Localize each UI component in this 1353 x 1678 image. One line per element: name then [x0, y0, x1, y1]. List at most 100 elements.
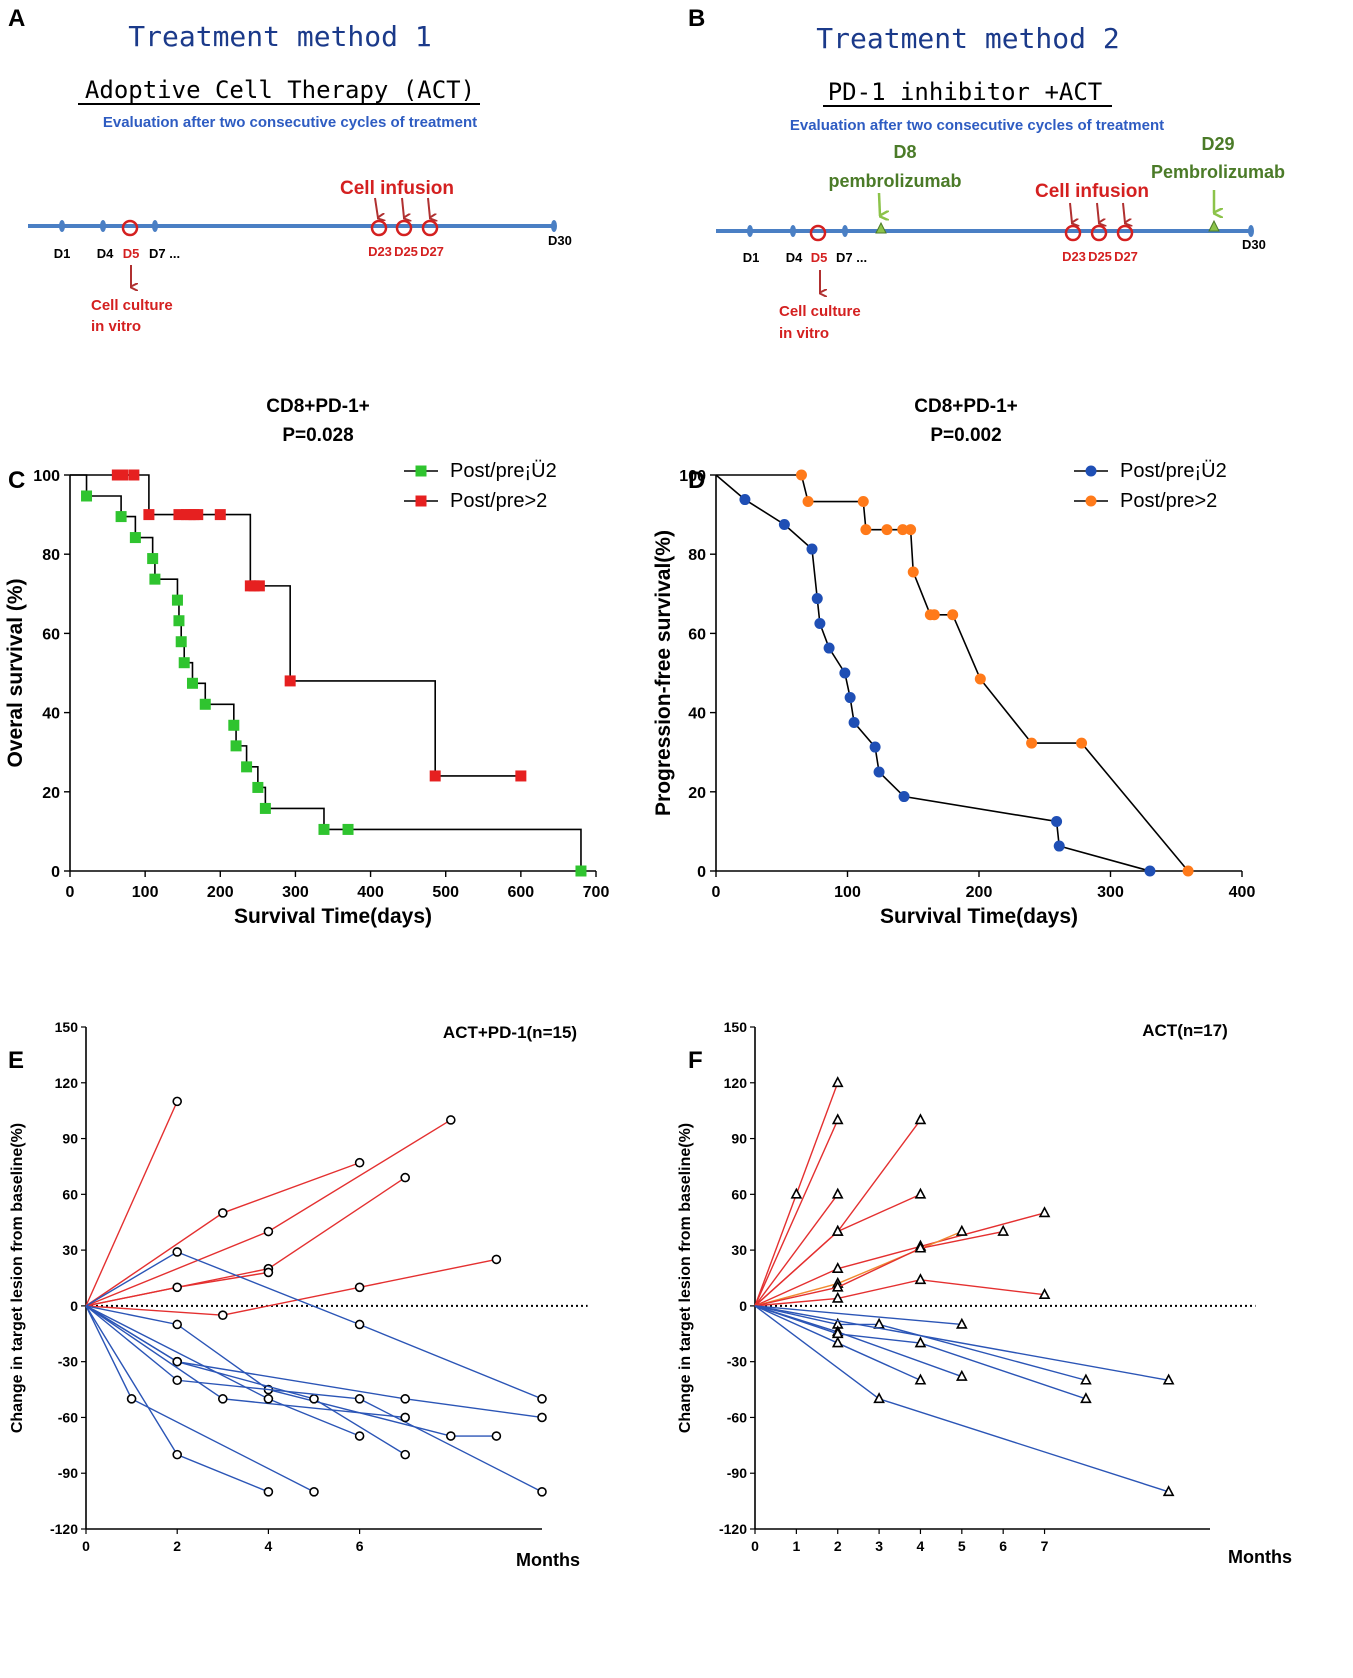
- data-point-marker: [1076, 737, 1088, 749]
- data-point-marker: [186, 677, 198, 689]
- x-tick-label: 5: [958, 1538, 966, 1554]
- patient-trajectory-line: [754, 1305, 962, 1326]
- panel-b-tick-d1: [747, 225, 753, 237]
- data-point-marker: [974, 673, 986, 685]
- patient-measurement-marker: [537, 1412, 547, 1423]
- y-tick-label: 80: [688, 547, 706, 564]
- data-point-marker: [947, 609, 959, 621]
- panel-b-marker-d29: [1208, 219, 1220, 232]
- legend-marker: [415, 465, 427, 477]
- panel-a-marker-d5: [121, 219, 139, 237]
- panel-b-tick-d7: [842, 225, 848, 237]
- data-point-marker: [806, 543, 818, 555]
- data-point-marker: [907, 566, 919, 578]
- patient-trajectory-line: [85, 1258, 497, 1316]
- patient-measurement-marker: [831, 1261, 844, 1274]
- x-tick-label: 100: [834, 884, 861, 901]
- patient-measurement-marker: [445, 1431, 456, 1441]
- patient-trajectory-line: [754, 1305, 1087, 1400]
- y-tick-label: 0: [51, 864, 60, 881]
- patient-measurement-marker: [831, 1336, 844, 1348]
- panel-d-km-chart: D 0 100 200 300 400 0 20 40 60 80 100 CD8+PD-1+ P=0.…: [652, 396, 1255, 928]
- data-point-marker: [795, 469, 807, 481]
- x-axis-label: Survival Time(days): [234, 905, 432, 928]
- patient-measurement-marker: [263, 1487, 274, 1497]
- legend-label: Post/pre¡Ü2: [1120, 460, 1227, 482]
- panel-b-infusion-arrow-1: [1069, 202, 1072, 223]
- patient-measurement-marker: [831, 1280, 844, 1292]
- x-tick-label: 4: [265, 1538, 273, 1554]
- panel-a-label-d5: D5: [123, 246, 140, 261]
- legend-label: Post/pre¡Ü2: [450, 460, 557, 482]
- y-axis-label: Change in target lesion from baseline(%): [9, 1123, 26, 1433]
- patient-trajectory-line: [85, 1305, 497, 1437]
- x-axis-label: Months: [1228, 1547, 1292, 1567]
- y-tick-label: 60: [688, 626, 706, 643]
- panel-b-tick-d4: [790, 225, 796, 237]
- patient-measurement-marker: [831, 1187, 844, 1199]
- x-tick-label: 1: [792, 1538, 800, 1554]
- patient-measurement-marker: [1080, 1392, 1092, 1404]
- y-tick-label: 60: [731, 1186, 747, 1202]
- data-point-marker: [173, 615, 185, 627]
- data-point-marker: [1144, 865, 1156, 877]
- x-axis-label: Survival Time(days): [880, 905, 1078, 928]
- patient-measurement-marker: [831, 1113, 844, 1125]
- panel-b-title: Treatment method 2: [816, 22, 1119, 55]
- data-point-marker: [928, 609, 940, 621]
- y-tick-label: 20: [688, 785, 706, 802]
- panel-a-label-d23: D23: [368, 244, 392, 259]
- data-point-marker: [143, 509, 155, 521]
- data-point-marker: [117, 469, 129, 481]
- patient-trajectory-line: [85, 1101, 178, 1307]
- patient-measurement-marker: [218, 1310, 228, 1320]
- data-point-marker: [429, 770, 441, 782]
- patient-measurement-marker: [914, 1336, 927, 1348]
- y-tick-label: 90: [62, 1131, 78, 1147]
- x-tick-label: 7: [1041, 1538, 1049, 1554]
- patient-measurement-marker: [309, 1394, 319, 1404]
- y-tick-label: 0: [70, 1298, 78, 1314]
- y-tick-label: -90: [727, 1465, 747, 1481]
- panel-a-culture-line-1: Cell culture: [91, 297, 173, 314]
- patient-trajectory-line: [754, 1305, 1169, 1381]
- patient-measurement-marker: [354, 1431, 365, 1441]
- panel-b-marker-d8: [875, 221, 887, 234]
- x-tick-label: 400: [1229, 884, 1256, 901]
- patient-measurement-marker: [955, 1369, 968, 1381]
- data-point-marker: [128, 469, 140, 481]
- x-tick-label: 3: [875, 1538, 883, 1554]
- patient-measurement-marker: [1162, 1373, 1175, 1385]
- data-point-marker: [81, 490, 93, 502]
- panel-b-infusion-label: Cell infusion: [1035, 181, 1149, 202]
- panel-b-label-d27: D27: [1114, 249, 1138, 264]
- y-tick-label: 60: [42, 626, 60, 643]
- patient-measurement-marker: [955, 1224, 968, 1236]
- panel-letter-e: E: [8, 1047, 24, 1074]
- panel-a-infusion-label: Cell infusion: [340, 178, 454, 199]
- patient-measurement-marker: [1162, 1485, 1175, 1497]
- panel-b-pembrolizumab-2: Pembrolizumab: [1151, 162, 1285, 182]
- data-point-marker: [230, 740, 242, 752]
- x-tick-label: 4: [917, 1538, 925, 1554]
- patient-trajectory-line: [754, 1279, 1045, 1307]
- panel-a: A Treatment method 1 Adoptive Cell Thera…: [8, 5, 572, 335]
- patient-measurement-marker: [354, 1394, 365, 1404]
- y-tick-label: 100: [679, 468, 706, 485]
- panel-a-evaluation-note: Evaluation after two consecutive cycles …: [103, 114, 477, 131]
- patient-measurement-marker: [537, 1394, 547, 1404]
- y-axis-label: Overal survival (%): [4, 578, 27, 767]
- patient-measurement-marker: [172, 1356, 182, 1367]
- panel-a-label-d27: D27: [420, 244, 444, 259]
- patient-trajectory-line: [754, 1193, 839, 1307]
- data-point-marker: [814, 618, 826, 629]
- legend-marker: [1085, 495, 1097, 507]
- patient-measurement-marker: [172, 1375, 182, 1386]
- y-tick-label: 120: [55, 1075, 79, 1091]
- patient-measurement-marker: [354, 1319, 365, 1330]
- x-tick-label: 6: [356, 1538, 364, 1554]
- x-tick-label: 2: [834, 1538, 842, 1554]
- data-point-marker: [1053, 840, 1065, 852]
- patient-measurement-marker: [873, 1317, 885, 1329]
- patient-measurement-marker: [400, 1172, 411, 1183]
